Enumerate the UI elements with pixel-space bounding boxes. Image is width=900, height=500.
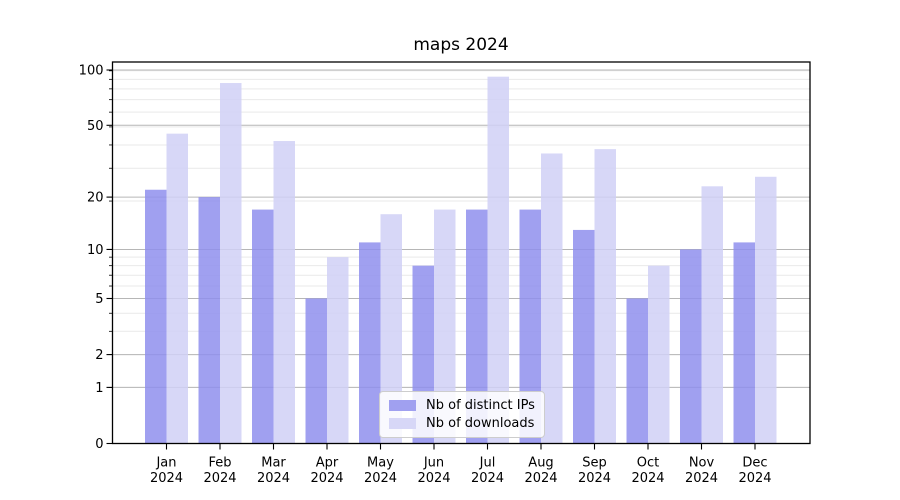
bar-downloads-aug xyxy=(541,153,563,444)
x-tick-label-year-jan: 2024 xyxy=(150,471,183,486)
legend-item-downloads: Nb of downloads xyxy=(389,416,535,431)
bar-downloads-dec xyxy=(755,176,777,444)
bar-downloads-jul xyxy=(487,76,509,444)
bar-distinct-ips-nov xyxy=(680,249,702,444)
bar-distinct-ips-sep xyxy=(573,229,595,444)
y-tick-label-10: 10 xyxy=(87,243,104,258)
x-tick-label-may: May xyxy=(367,456,394,471)
x-tick-label-jul: Jul xyxy=(479,456,496,471)
x-tick-label-year-may: 2024 xyxy=(364,471,397,486)
x-tick-label-aug: Aug xyxy=(528,456,553,471)
legend-label-distinct-ips: Nb of distinct IPs xyxy=(426,398,535,413)
x-tick-label-sep: Sep xyxy=(582,456,607,471)
y-tick-label-20: 20 xyxy=(87,191,104,206)
legend-label-downloads: Nb of downloads xyxy=(426,416,535,431)
y-tick-label-2: 2 xyxy=(95,348,103,363)
x-tick-label-year-mar: 2024 xyxy=(257,471,290,486)
legend-item-distinct-ips: Nb of distinct IPs xyxy=(389,398,535,413)
bar-distinct-ips-jan xyxy=(145,189,167,444)
chart-title: maps 2024 xyxy=(413,35,509,55)
bar-downloads-jun xyxy=(434,209,456,444)
x-tick-label-year-jul: 2024 xyxy=(471,471,504,486)
x-tick-label-feb: Feb xyxy=(208,456,231,471)
bar-downloads-jan xyxy=(166,133,188,444)
x-tick-label-oct: Oct xyxy=(637,456,659,471)
x-tick-label-year-feb: 2024 xyxy=(203,471,236,486)
y-tick-label-50: 50 xyxy=(87,119,104,134)
bar-downloads-sep xyxy=(594,149,616,444)
x-tick-label-year-sep: 2024 xyxy=(578,471,611,486)
bar-downloads-apr xyxy=(327,257,349,444)
y-tick-label-5: 5 xyxy=(95,292,103,307)
y-tick-label-100: 100 xyxy=(79,64,104,79)
bar-downloads-feb xyxy=(220,83,242,444)
y-tick-label-1: 1 xyxy=(95,381,103,396)
plot-border xyxy=(111,61,811,445)
bar-distinct-ips-apr xyxy=(305,298,327,444)
bar-distinct-ips-dec xyxy=(733,242,755,444)
bar-distinct-ips-may xyxy=(359,242,381,444)
x-tick-label-jan: Jan xyxy=(155,456,176,471)
x-tick-label-year-aug: 2024 xyxy=(524,471,557,486)
bar-distinct-ips-mar xyxy=(252,209,274,444)
x-tick-label-year-oct: 2024 xyxy=(631,471,664,486)
legend: Nb of distinct IPs Nb of downloads xyxy=(379,391,545,438)
x-tick-label-year-apr: 2024 xyxy=(310,471,343,486)
x-tick-label-dec: Dec xyxy=(742,456,767,471)
bar-distinct-ips-jul xyxy=(466,209,488,444)
bar-downloads-oct xyxy=(648,265,670,444)
bar-distinct-ips-oct xyxy=(626,298,648,444)
legend-swatch-distinct-ips-icon xyxy=(389,400,416,411)
legend-swatch-downloads-icon xyxy=(389,418,416,429)
x-tick-label-year-jun: 2024 xyxy=(417,471,450,486)
x-tick-label-nov: Nov xyxy=(689,456,715,471)
bar-downloads-mar xyxy=(273,141,295,444)
x-tick-label-year-dec: 2024 xyxy=(738,471,771,486)
y-tick-label-0: 0 xyxy=(95,437,103,452)
x-tick-label-jun: Jun xyxy=(423,456,444,471)
bar-distinct-ips-aug xyxy=(519,209,541,444)
x-tick-label-apr: Apr xyxy=(316,456,339,471)
x-tick-label-mar: Mar xyxy=(261,456,286,471)
bar-downloads-may xyxy=(380,214,402,444)
bar-distinct-ips-feb xyxy=(198,197,220,444)
x-tick-label-year-nov: 2024 xyxy=(685,471,718,486)
bar-downloads-nov xyxy=(701,186,723,444)
